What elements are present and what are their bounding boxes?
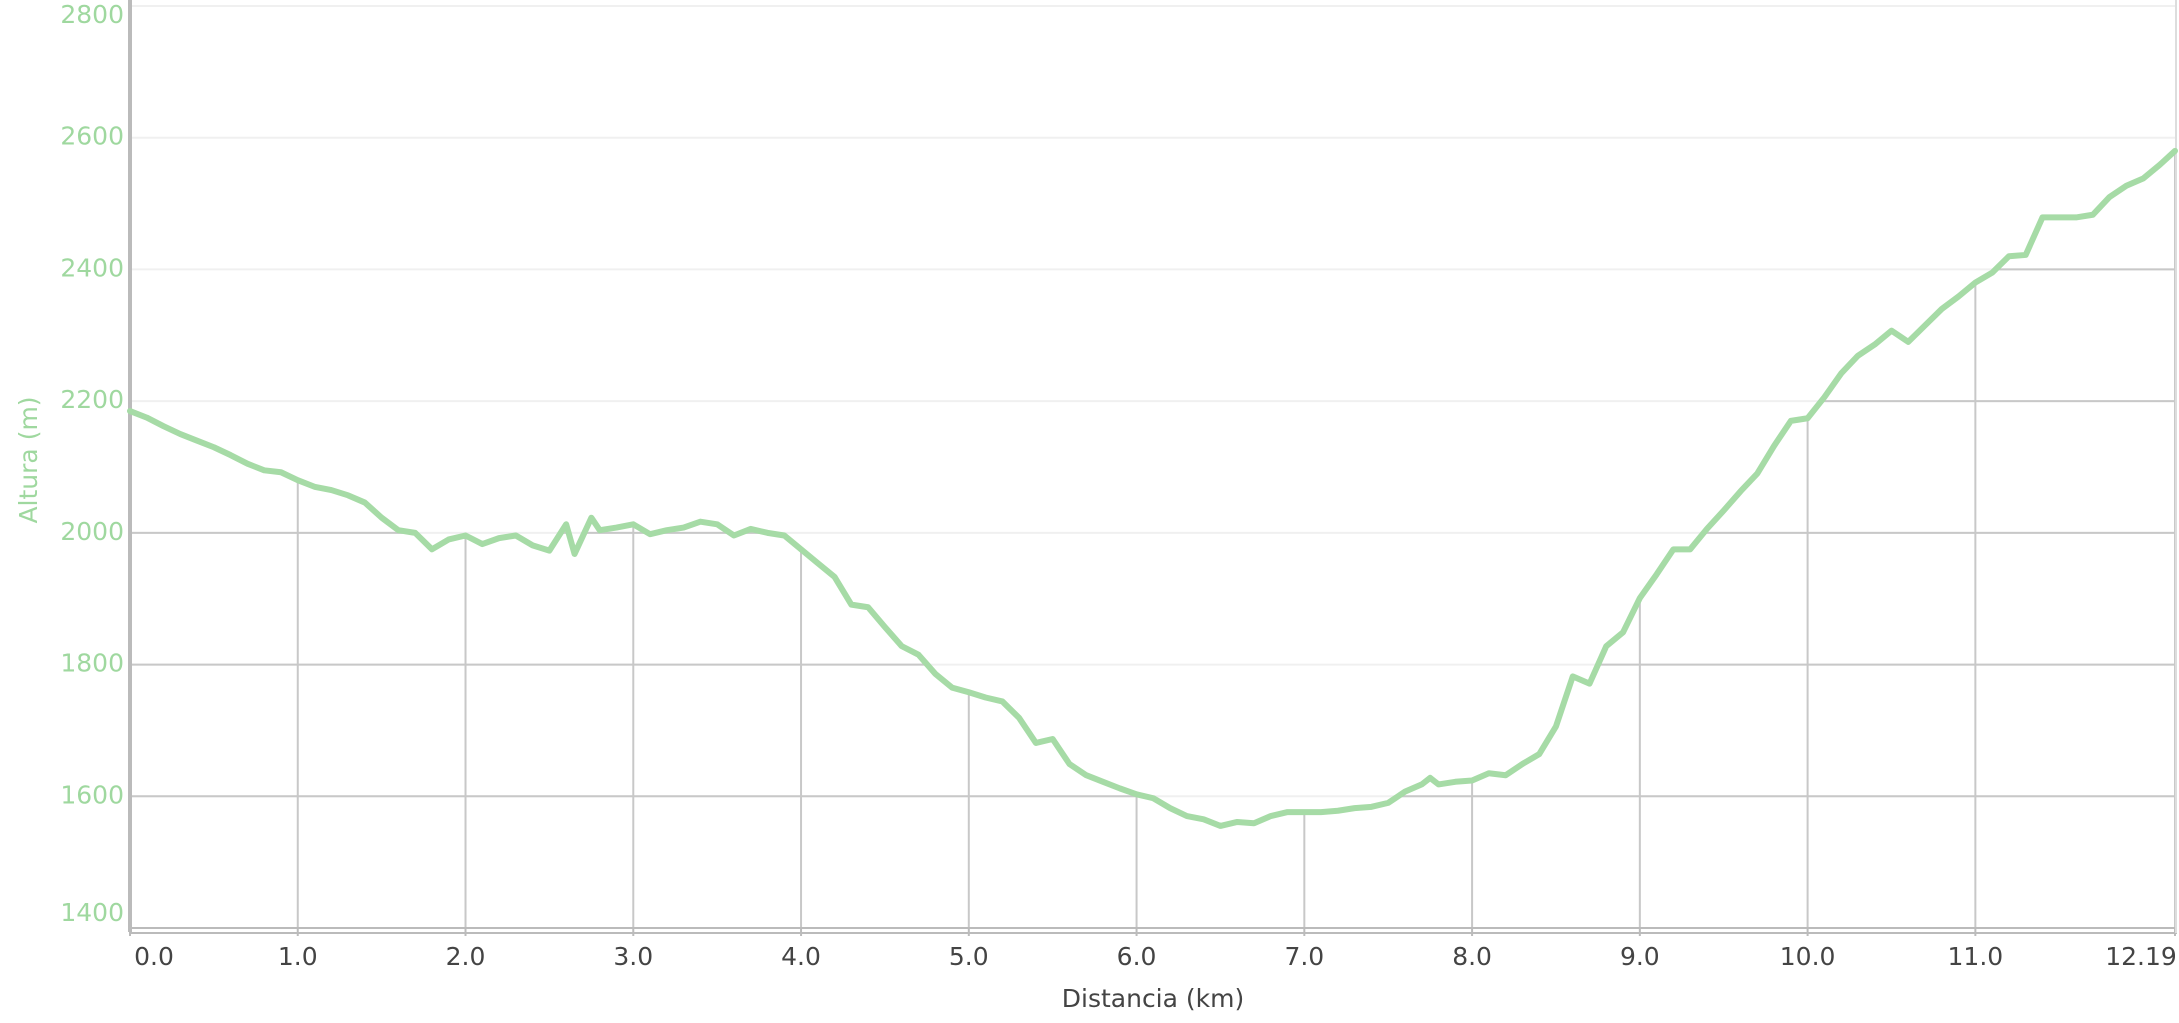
- x-tick-label: 8.0: [1452, 942, 1492, 971]
- x-tick-label: 11.0: [1948, 942, 2004, 971]
- x-tick-label: 6.0: [1117, 942, 1157, 971]
- y-tick-label: 2600: [60, 122, 124, 151]
- y-tick-label: 2000: [60, 517, 124, 546]
- x-tick-label: 4.0: [781, 942, 821, 971]
- y-axis-label: Altura (m): [14, 396, 43, 523]
- x-tick-label: 5.0: [949, 942, 989, 971]
- x-tick-label: 9.0: [1620, 942, 1660, 971]
- grid-faint: [130, 5, 2175, 929]
- x-tick-label: 1.0: [278, 942, 318, 971]
- x-axis-label: Distancia (km): [1062, 984, 1244, 1013]
- y-tick-label: 1400: [60, 898, 124, 927]
- x-tick-label: 0.0: [134, 942, 174, 971]
- y-tick-label: 2800: [60, 0, 124, 29]
- x-tick-label: 12.19: [2105, 942, 2177, 971]
- y-tick-label: 2200: [60, 385, 124, 414]
- grid-under-curve: [130, 150, 2175, 928]
- y-tick-label: 1800: [60, 649, 124, 678]
- y-tick-label: 2400: [60, 253, 124, 282]
- x-tick-label: 3.0: [613, 942, 653, 971]
- x-tick-label: 10.0: [1780, 942, 1836, 971]
- y-tick-label: 1600: [60, 780, 124, 809]
- elevation-line: [127, 147, 2178, 829]
- x-tick-label: 2.0: [446, 942, 486, 971]
- x-tick-label: 7.0: [1284, 942, 1324, 971]
